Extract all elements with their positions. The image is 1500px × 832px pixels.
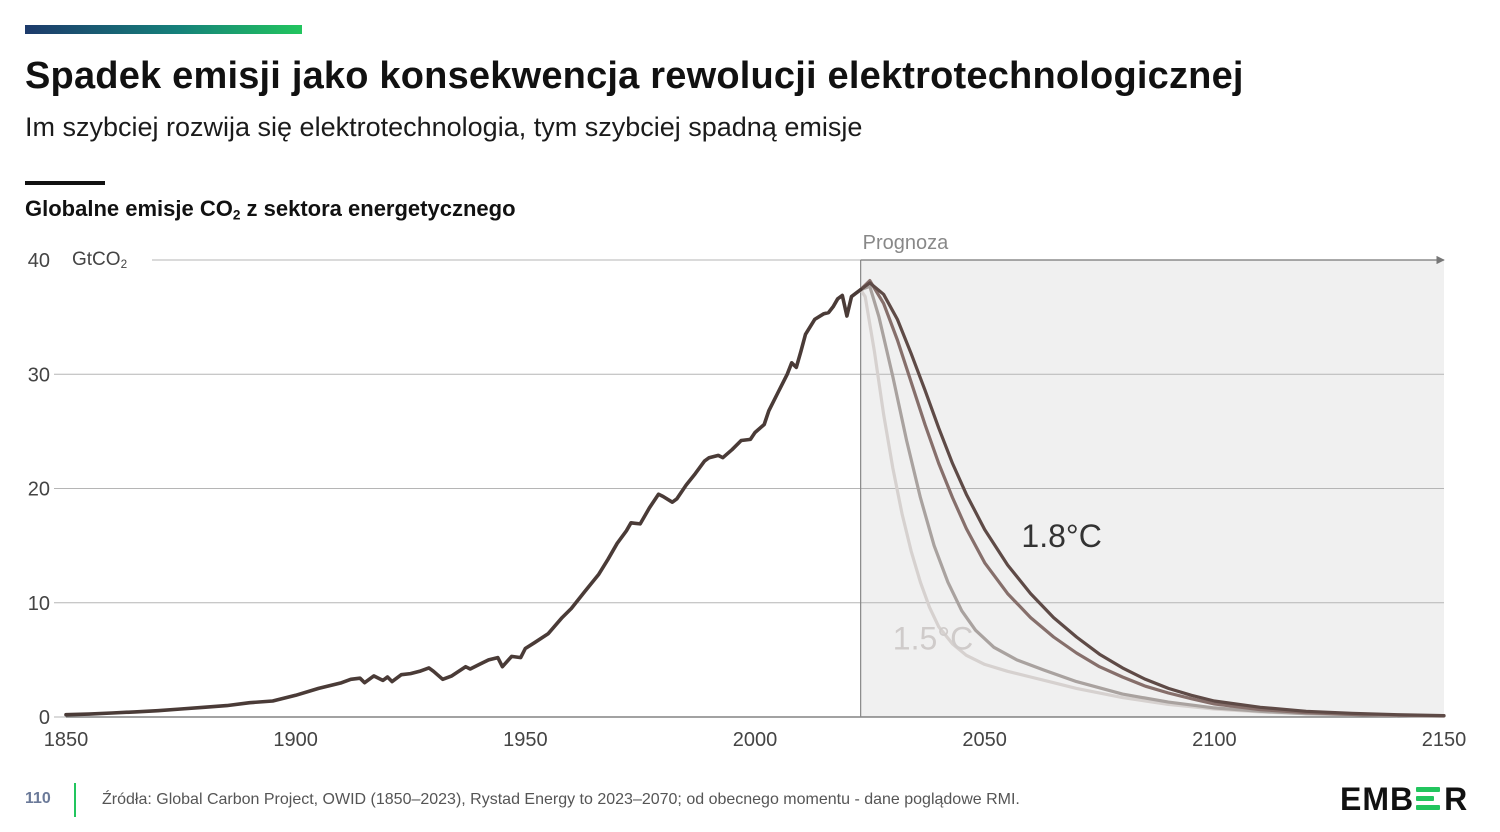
y-tick-label: 40 (28, 250, 50, 272)
logo-mark-icon (1416, 783, 1442, 813)
accent-bar (25, 25, 302, 34)
series-forecast-1-8 (859, 281, 1446, 718)
x-tick-label: 1950 (503, 729, 548, 751)
chart-title-subscript: 2 (232, 207, 241, 223)
y-unit-subscript: 2 (120, 257, 128, 271)
page-subtitle: Im szybciej rozwija się elektrotechnolog… (25, 112, 863, 142)
chart-title: Globalne emisje CO2 z sektora energetycz… (25, 196, 516, 222)
label-1-8: 1.8°C (1021, 518, 1101, 554)
chart-title-main: Globalne emisje CO (25, 196, 233, 221)
ember-logo: EMB R (1340, 781, 1468, 817)
page-number: 110 (25, 790, 51, 807)
x-tick-label: 1900 (273, 729, 318, 751)
series-forecast-mid-1 (859, 279, 1446, 718)
y-tick-label: 10 (28, 593, 50, 615)
x-tick-label: 1850 (44, 729, 89, 751)
source-note: Źródła: Global Carbon Project, OWID (185… (102, 791, 1020, 808)
label-1-5: 1.5°C (893, 621, 973, 657)
x-tick-label: 2100 (1192, 729, 1237, 751)
footer-divider (74, 783, 76, 817)
logo-text-left: EMB (1340, 781, 1415, 817)
chart-title-rest: z sektora energetycznego (240, 196, 516, 221)
y-tick-label: 0 (39, 707, 50, 729)
x-tick-label: 2000 (733, 729, 778, 751)
x-tick-label: 2150 (1422, 729, 1467, 751)
y-unit-main: GtCO (72, 249, 121, 270)
y-tick-label: 20 (28, 479, 50, 501)
y-tick-label: 30 (28, 364, 50, 386)
section-rule (25, 181, 105, 185)
emissions-chart: 0 10 20 30 40 1850 1900 1950 2000 2050 2100 2150 Pro… (28, 232, 1467, 751)
series-historical (64, 287, 863, 717)
forecast-label: Prognoza (863, 232, 949, 254)
x-tick-label: 2050 (962, 729, 1007, 751)
page-title: Spadek emisji jako konsekwencja rewolucj… (25, 55, 1244, 97)
logo-text-right: R (1444, 781, 1469, 817)
series-forecast-mid-2 (859, 284, 1446, 718)
y-unit-label: GtCO2 (72, 249, 127, 271)
